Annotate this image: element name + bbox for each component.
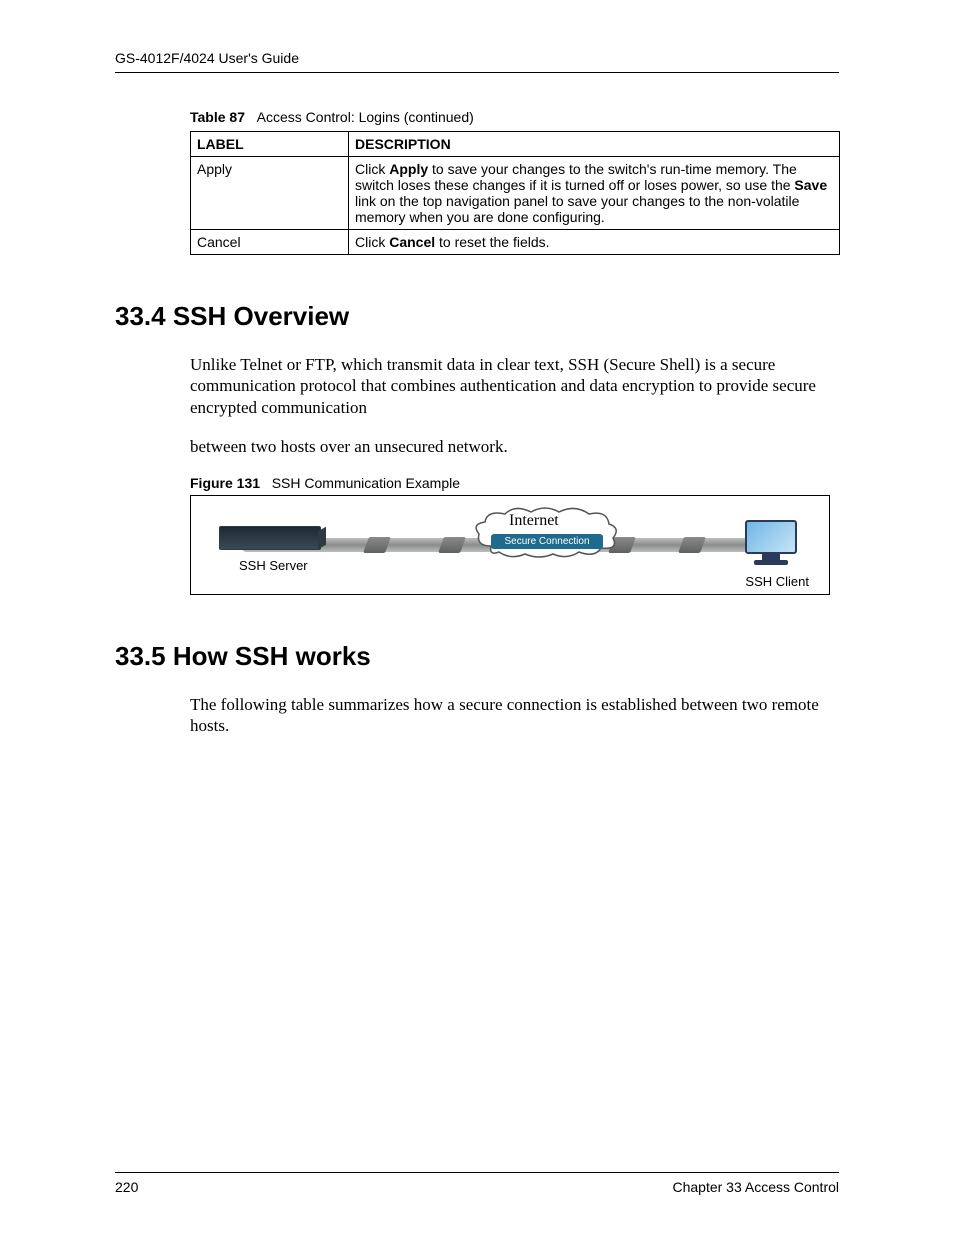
- desc-text: link on the top navigation panel to save…: [355, 193, 799, 225]
- chapter-label: Chapter 33 Access Control: [672, 1179, 839, 1195]
- cell-label: Cancel: [191, 230, 349, 255]
- figure-caption: Figure 131 SSH Communication Example: [190, 475, 839, 491]
- desc-text: to reset the fields.: [435, 234, 549, 250]
- section-heading-33-5: 33.5 How SSH works: [115, 641, 839, 672]
- body-paragraph: The following table summarizes how a sec…: [190, 694, 830, 737]
- table-caption-text: Access Control: Logins (continued): [257, 109, 474, 125]
- figure-caption-text: SSH Communication Example: [272, 475, 460, 491]
- table-row: Cancel Click Cancel to reset the fields.: [191, 230, 840, 255]
- desc-text: Click: [355, 234, 389, 250]
- cell-description: Click Apply to save your changes to the …: [349, 157, 840, 230]
- client-label: SSH Client: [745, 574, 809, 589]
- running-header: GS-4012F/4024 User's Guide: [115, 50, 839, 73]
- col-header-label: LABEL: [191, 132, 349, 157]
- desc-bold: Cancel: [389, 234, 435, 250]
- desc-bold: Apply: [389, 161, 428, 177]
- secure-connection-label: Secure Connection: [491, 534, 603, 549]
- server-label: SSH Server: [239, 558, 308, 573]
- client-monitor-icon: [745, 520, 797, 560]
- cell-label: Apply: [191, 157, 349, 230]
- table-header-row: LABEL DESCRIPTION: [191, 132, 840, 157]
- body-paragraph: between two hosts over an unsecured netw…: [190, 436, 830, 457]
- section-heading-33-4: 33.4 SSH Overview: [115, 301, 839, 332]
- header-text: GS-4012F/4024 User's Guide: [115, 50, 299, 66]
- table-row: Apply Click Apply to save your changes t…: [191, 157, 840, 230]
- desc-bold: Save: [794, 177, 827, 193]
- server-icon: [219, 526, 321, 550]
- desc-text: Click: [355, 161, 389, 177]
- table-caption-label: Table 87: [190, 109, 245, 125]
- table-caption: Table 87 Access Control: Logins (continu…: [190, 109, 839, 125]
- page-number: 220: [115, 1179, 138, 1195]
- internet-label: Internet: [509, 512, 559, 530]
- table-access-control-logins: LABEL DESCRIPTION Apply Click Apply to s…: [190, 131, 840, 255]
- col-header-description: DESCRIPTION: [349, 132, 840, 157]
- body-paragraph: Unlike Telnet or FTP, which transmit dat…: [190, 354, 830, 418]
- figure-caption-label: Figure 131: [190, 475, 260, 491]
- cell-description: Click Cancel to reset the fields.: [349, 230, 840, 255]
- figure-ssh-communication: SSH Server Internet Secure Connection SS…: [190, 495, 830, 595]
- page-footer: 220 Chapter 33 Access Control: [115, 1172, 839, 1195]
